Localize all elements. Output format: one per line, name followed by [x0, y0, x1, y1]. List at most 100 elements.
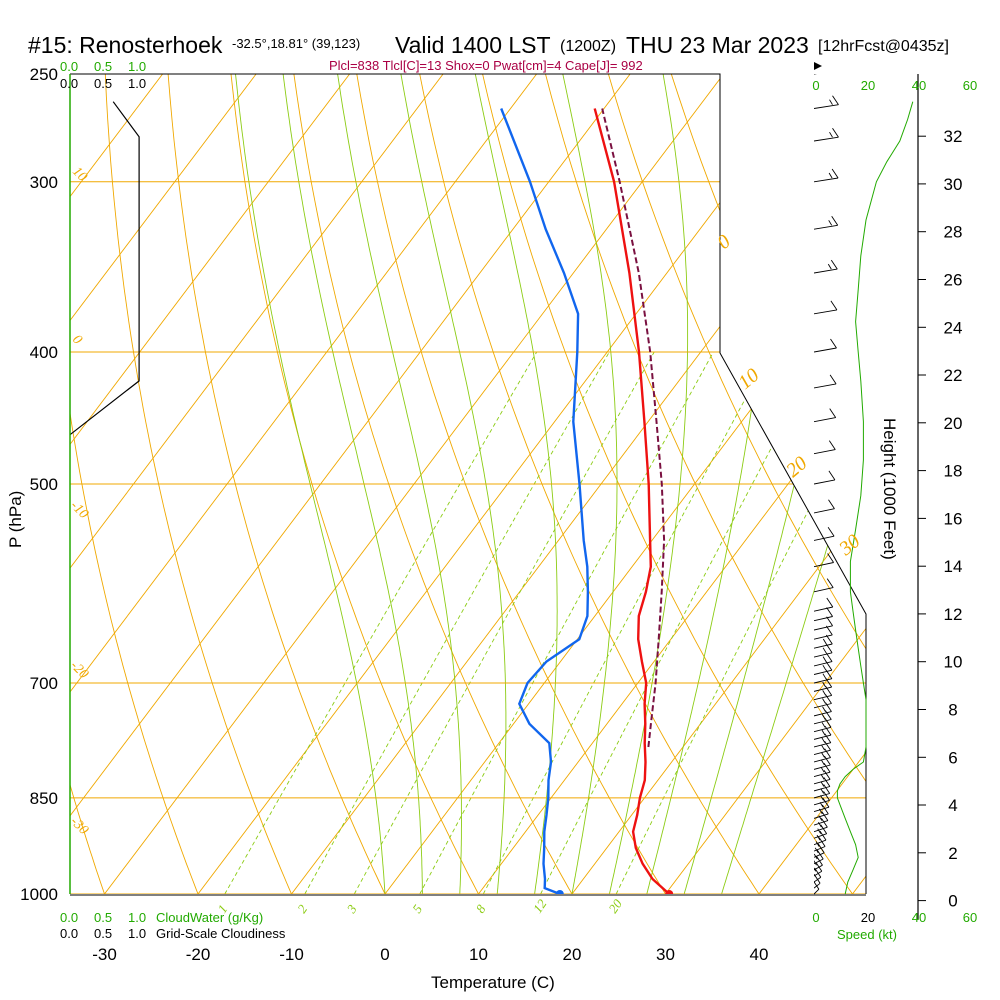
wind-barb-shaft	[814, 535, 835, 541]
mixing-ratio-label: 12	[530, 896, 550, 916]
mixing-ratio-line	[304, 351, 610, 894]
wind-barb-flag	[824, 755, 831, 766]
surface-temperature-dot	[665, 890, 674, 894]
wind-barb-flag	[828, 220, 833, 226]
wind-barb	[814, 607, 833, 622]
wind-barb-flag	[823, 762, 831, 773]
wind-barb	[814, 817, 828, 833]
wind-barb-flag	[815, 841, 820, 847]
dry-adiabat-line	[161, 74, 400, 894]
wind-barb	[814, 408, 837, 423]
temperature-line	[593, 108, 671, 894]
wind-barb-flag	[820, 781, 825, 787]
speed-legend-label: Speed (kt)	[837, 927, 897, 942]
wind-barb-flag	[823, 777, 831, 787]
speed-tick-label: 0	[812, 78, 819, 93]
moist-adiabat-line	[269, 74, 423, 894]
temperature-tick-label: -20	[186, 945, 211, 964]
wind-barb	[814, 784, 831, 799]
isotherm-line	[70, 74, 637, 894]
pressure-tick-label: 250	[30, 65, 58, 84]
wind-barb-flag	[829, 131, 833, 138]
isotherm-label: 30	[834, 530, 864, 560]
mixing-ratio-label: 20	[605, 896, 625, 916]
height-tick-label: 26	[944, 271, 963, 290]
isotherm-line	[70, 74, 170, 894]
wind-barb	[814, 597, 834, 612]
dry-adiabat-line	[0, 0, 20, 923]
isotherm-line	[70, 74, 544, 894]
wind-barb-flag	[822, 638, 827, 645]
wind-barb-flag	[822, 797, 830, 808]
wind-barb	[814, 804, 829, 819]
wind-barb-flag	[823, 784, 831, 794]
cloudiness-legend-label: Grid-Scale Cloudiness	[156, 926, 286, 941]
wind-barb-shaft	[814, 652, 833, 658]
wind-barb-flag	[828, 440, 836, 450]
height-tick-label: 22	[944, 366, 963, 385]
wind-barb-shaft	[814, 383, 837, 389]
wind-barb-flag	[821, 817, 828, 828]
indices-line: Plcl=838 Tlcl[C]=13 Shox=0 Pwat[cm]=4 Ca…	[329, 58, 643, 73]
wind-barb	[814, 374, 837, 389]
mixing-ratio-line	[615, 351, 866, 894]
wind-barb-shaft	[814, 136, 839, 142]
height-tick-label: 6	[948, 748, 957, 767]
wind-barb	[814, 127, 839, 142]
height-tick-label: 16	[944, 509, 963, 528]
wind-top-marker	[814, 62, 822, 70]
dry-adiabat-line	[397, 74, 779, 894]
wind-barb	[814, 733, 832, 748]
isotherm-line	[70, 74, 450, 894]
wind-barb-shaft	[814, 864, 823, 871]
wind-barb-shaft	[814, 625, 833, 631]
speed-tick-label: 20	[861, 910, 875, 925]
wind-barb-flag	[824, 740, 831, 751]
wind-barb-flag	[819, 830, 827, 841]
wind-barb-flag	[821, 722, 826, 728]
temperature-tick-label: 10	[469, 945, 488, 964]
wind-barb-flag	[824, 725, 832, 736]
wind-barb-shaft	[814, 771, 831, 778]
wind-barb-flag	[824, 733, 832, 743]
mixing-ratio-label: 5	[409, 901, 425, 915]
wind-barb-flag	[827, 526, 835, 537]
station-title: #15: Renosterhoek	[28, 32, 223, 58]
wind-barb	[814, 440, 836, 455]
wind-barb-flag	[814, 867, 817, 872]
cloudwater-legend-label: CloudWater (g/Kg)	[156, 910, 263, 925]
wind-barb-shaft	[814, 177, 839, 183]
isotherm-line	[362, 74, 866, 894]
wind-barb-flag	[822, 656, 827, 662]
wind-barb-flag	[824, 748, 831, 758]
wind-barb-flag	[821, 729, 826, 736]
wind-barb-shaft	[814, 479, 835, 485]
wind-barb-shaft	[814, 734, 832, 740]
wind-barb-shaft	[814, 806, 830, 813]
pressure-tick-label: 300	[30, 173, 58, 192]
wind-barb	[814, 762, 831, 778]
y2-axis-title: Height (1000 Feet)	[880, 418, 899, 560]
wind-barb-shaft	[814, 852, 825, 858]
wind-barb	[814, 862, 823, 877]
height-tick-label: 28	[944, 223, 963, 242]
moist-adiabat-line	[683, 74, 866, 894]
height-tick-label: 10	[944, 653, 963, 672]
wind-barb	[814, 300, 838, 315]
wind-barb	[814, 868, 822, 883]
wind-barb	[814, 677, 833, 692]
wind-barb-flag	[824, 710, 832, 720]
valid-date: THU 23 Mar 2023	[626, 32, 809, 58]
wind-barb-flag	[822, 706, 826, 712]
height-tick-label: 20	[944, 414, 963, 433]
wind-barb-flag	[824, 718, 832, 728]
isotherm-line	[70, 74, 357, 894]
wind-barb-shaft	[814, 846, 826, 852]
wind-barb-flag	[821, 752, 825, 758]
cloudiness-tick-label: 1.0	[128, 926, 146, 941]
wind-barb-shaft	[814, 786, 831, 792]
mixing-ratio-label: 3	[343, 901, 360, 916]
cloudwater-tick-label: 0.0	[60, 59, 78, 74]
wind-barb-flag	[816, 834, 821, 841]
wind-barb-shaft	[814, 726, 832, 733]
